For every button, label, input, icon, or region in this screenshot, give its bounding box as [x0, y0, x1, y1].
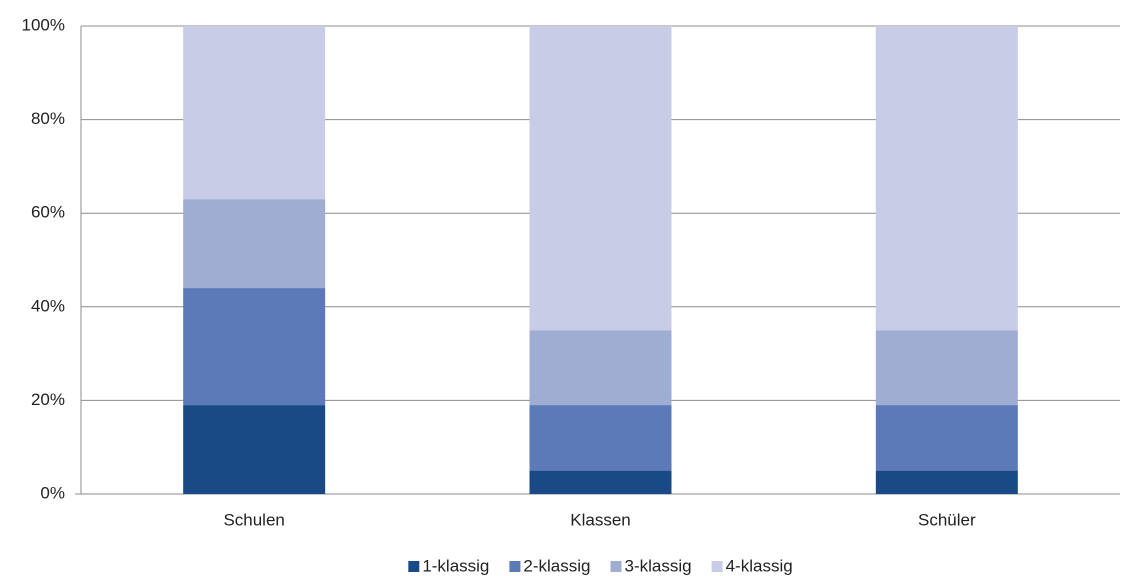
bar-segment [529, 470, 672, 494]
x-tick-label: Schulen [223, 510, 284, 529]
legend-swatch [610, 561, 622, 572]
y-tick-label: 20% [31, 390, 65, 409]
x-tick-label: Schüler [918, 510, 976, 529]
bar-segment [875, 470, 1018, 494]
y-tick-label: 80% [31, 109, 65, 128]
legend-swatch [711, 561, 723, 572]
x-tick-label: Klassen [570, 510, 630, 529]
y-tick-label: 100% [22, 15, 65, 34]
bar-segment [529, 330, 672, 406]
bar-segment [875, 330, 1018, 406]
y-tick-label: 0% [40, 483, 65, 502]
bar-segment [183, 26, 326, 200]
bar-segment [183, 199, 326, 289]
bar-segment [529, 405, 672, 471]
legend-label: 4-klassig [726, 556, 793, 575]
bar-segment [529, 26, 672, 331]
legend-label: 2-klassig [523, 556, 590, 575]
legend-swatch [408, 561, 420, 572]
legend-label: 3-klassig [625, 556, 692, 575]
bar-segment [875, 405, 1018, 471]
y-tick-label: 40% [31, 296, 65, 315]
y-tick-label: 60% [31, 203, 65, 222]
bar-segment [183, 288, 326, 406]
bar-segment [875, 26, 1018, 331]
legend-swatch [509, 561, 521, 572]
bar-segment [183, 405, 326, 494]
legend-label: 1-klassig [422, 556, 489, 575]
